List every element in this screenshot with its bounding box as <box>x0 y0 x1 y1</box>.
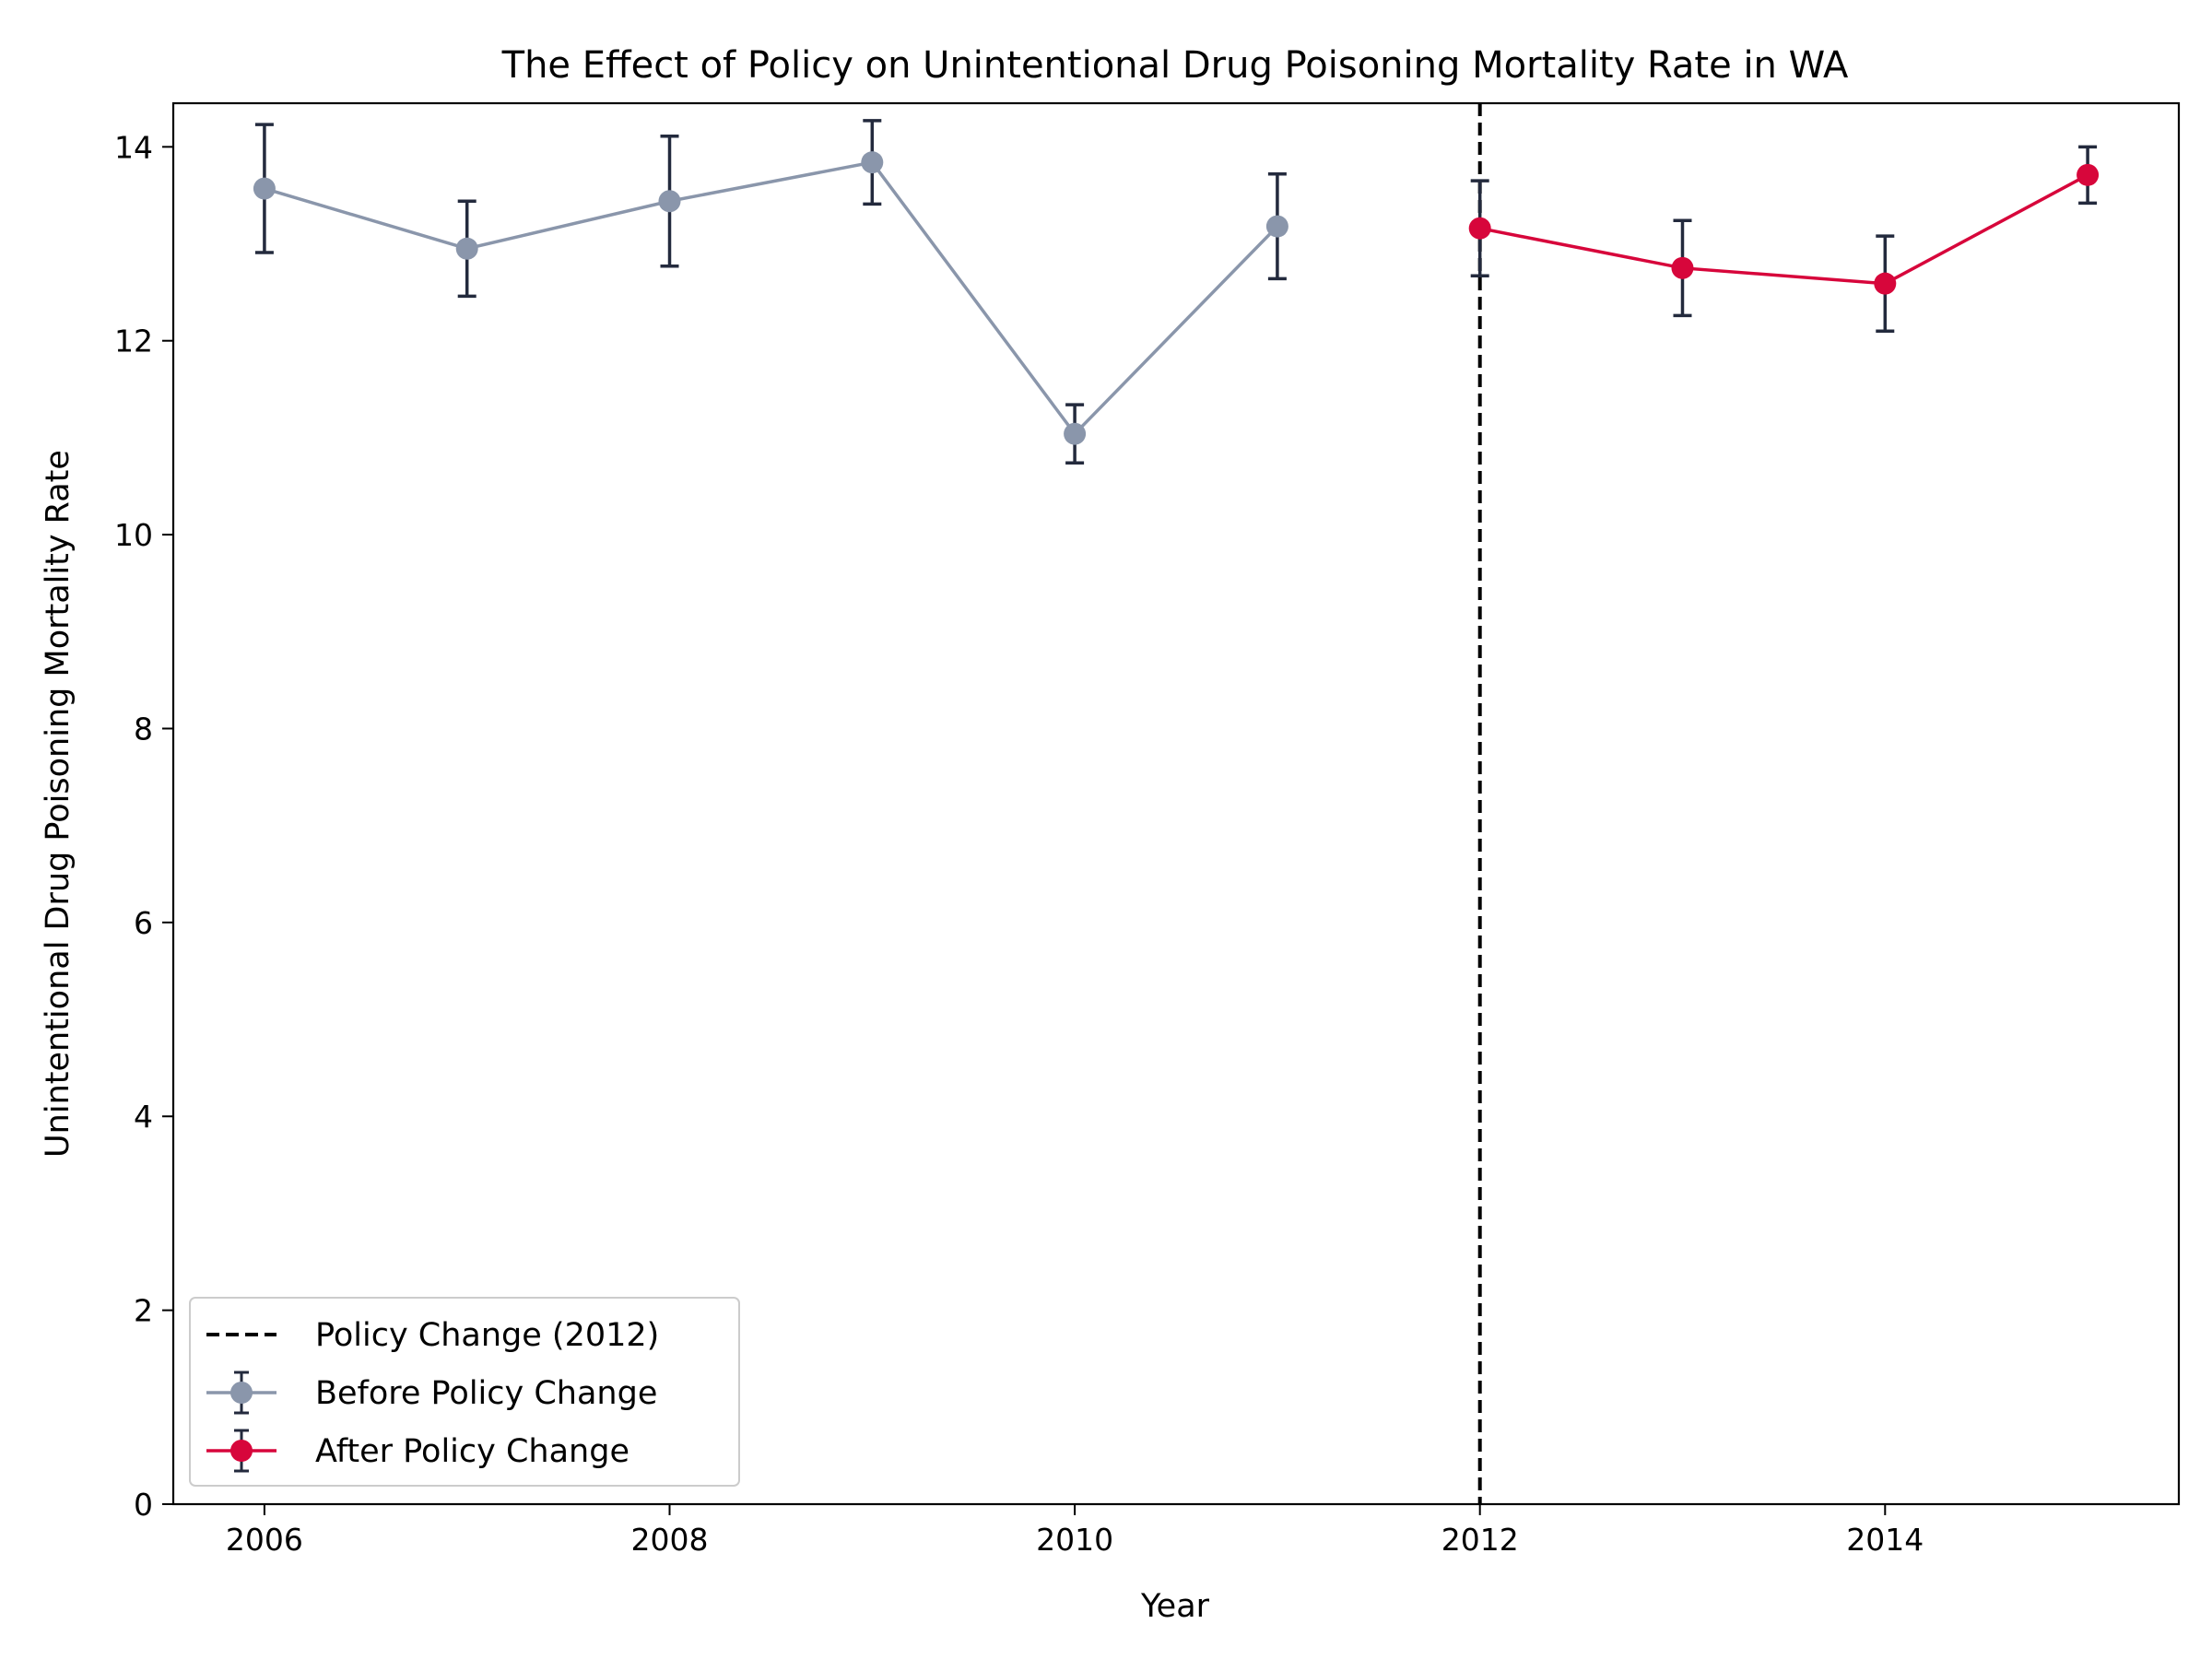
x-tick-label: 2006 <box>226 1522 303 1558</box>
data-point <box>1064 422 1087 445</box>
y-tick-label: 10 <box>114 517 153 553</box>
legend-swatch-marker <box>230 1440 253 1462</box>
data-point <box>861 151 884 174</box>
data-point <box>1265 215 1288 238</box>
y-tick-label: 12 <box>114 324 153 359</box>
data-point <box>253 177 276 200</box>
legend-label: Policy Change (2012) <box>315 1317 659 1354</box>
legend-box <box>189 1297 740 1487</box>
y-tick-label: 14 <box>114 129 153 165</box>
y-tick-label: 6 <box>134 905 153 941</box>
data-point <box>1468 217 1491 240</box>
data-point <box>1874 272 1897 295</box>
y-tick-label: 0 <box>134 1487 153 1523</box>
data-point <box>1671 256 1694 279</box>
legend-label: After Policy Change <box>315 1433 629 1470</box>
x-tick-label: 2008 <box>631 1522 709 1558</box>
x-tick-label: 2010 <box>1036 1522 1113 1558</box>
y-axis-label: Unintentional Drug Poisoning Mortality R… <box>40 450 76 1158</box>
plot-frame <box>171 101 2181 1506</box>
y-tick-label: 2 <box>134 1293 153 1329</box>
legend-swatch-marker <box>230 1382 253 1404</box>
data-point <box>2077 163 2100 186</box>
x-tick-label: 2014 <box>1846 1522 1924 1558</box>
legend: Policy Change (2012) Before Policy Change… <box>189 1297 740 1487</box>
chart-title: The Effect of Policy on Unintentional Dr… <box>501 44 1849 87</box>
series-line-after <box>1479 173 2088 286</box>
y-tick-label: 4 <box>134 1099 153 1135</box>
x-axis-label: Year <box>1140 1588 1210 1625</box>
series-line-before <box>264 160 1279 437</box>
data-point <box>455 237 478 260</box>
data-point <box>658 190 681 213</box>
x-tick-label: 2012 <box>1441 1522 1519 1558</box>
legend-label: Before Policy Change <box>315 1375 657 1412</box>
plot-area: 2006 2008 2010 2012 2014 0 2 4 6 8 10 12 14 <box>114 101 2181 1558</box>
y-tick-label: 8 <box>134 711 153 747</box>
